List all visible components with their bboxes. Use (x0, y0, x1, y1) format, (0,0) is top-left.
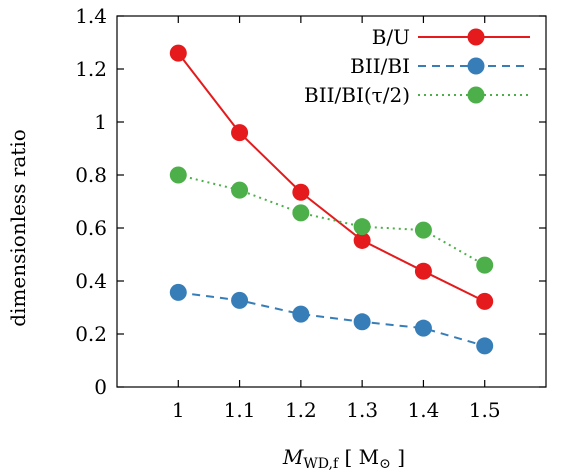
data-point (476, 292, 494, 310)
data-point (169, 166, 187, 184)
data-point (414, 221, 432, 239)
data-point (292, 204, 310, 222)
legend-marker (467, 57, 485, 75)
data-point (292, 183, 310, 201)
data-point (169, 44, 187, 62)
y-tick-label: 1 (94, 110, 107, 134)
data-point (169, 283, 187, 301)
series-line (178, 291, 485, 347)
data-point (353, 218, 371, 236)
series-line (178, 174, 486, 266)
data-point (231, 181, 249, 199)
y-tick-label: 0.6 (75, 216, 107, 240)
data-point (353, 313, 371, 331)
y-tick-label: 0 (94, 375, 107, 399)
x-tick-label: 1.5 (469, 398, 501, 422)
legend-label: BII/BI(τ/2) (304, 83, 410, 107)
legend-label: BII/BI (350, 54, 410, 78)
data-point (414, 319, 432, 337)
y-tick-label: 0.8 (75, 163, 107, 187)
series-layer (169, 44, 494, 355)
data-point (353, 231, 371, 249)
y-tick-label: 1.4 (75, 4, 107, 28)
x-tick-label: 1 (172, 398, 185, 422)
legend-marker (467, 86, 485, 104)
y-axis-label: dimensionless ratio (6, 129, 30, 327)
x-axis-label: MWD,f [ M⊙ ] (282, 445, 405, 472)
x-tick-label: 1.1 (224, 398, 256, 422)
legend-label: B/U (372, 25, 410, 49)
data-point (231, 124, 249, 142)
data-point (476, 337, 494, 355)
legend-marker (467, 28, 485, 46)
legend: B/U BII/BI BII/BI(τ/2) (304, 25, 530, 107)
plot-frame (116, 15, 547, 388)
data-point (476, 256, 494, 274)
y-tick-label: 0.4 (75, 269, 107, 293)
x-tick-label: 1.2 (285, 398, 317, 422)
data-point (231, 291, 249, 309)
axes-layer: 1 1.1 1.2 1.3 1.4 1.5 0 0.2 0.4 0.6 0.8 1 1.2 1.4 (75, 4, 547, 422)
x-tick-label: 1.3 (346, 398, 378, 422)
x-tick-label: 1.4 (408, 398, 440, 422)
series-line (177, 52, 486, 303)
y-tick-label: 0.2 (75, 322, 107, 346)
y-tick-label: 1.2 (75, 57, 107, 81)
data-point (292, 305, 310, 323)
data-point (414, 262, 432, 280)
